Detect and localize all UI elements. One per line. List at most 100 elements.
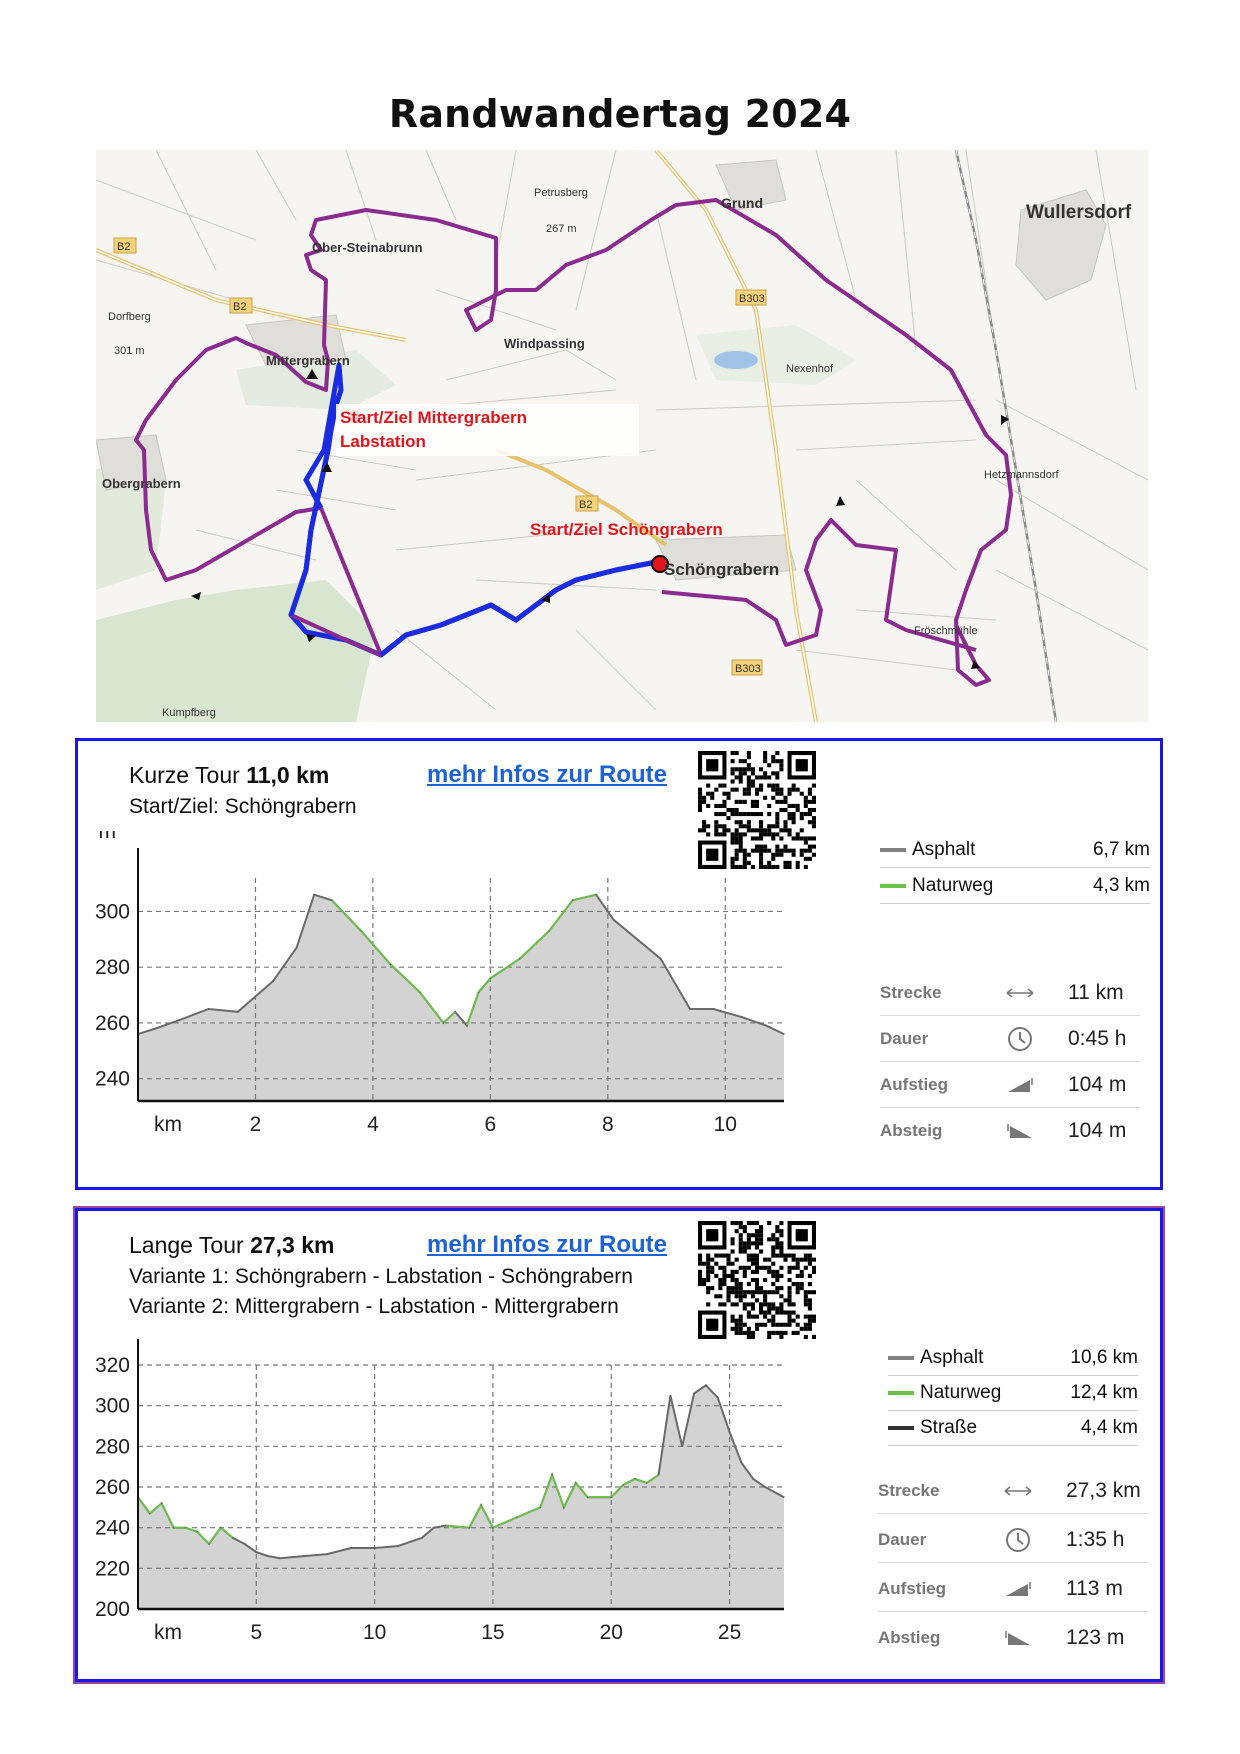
y-tick-label: 300 [95,1395,130,1418]
clock-icon [990,1025,1050,1053]
stat-row-dauer: Dauer 0:45 h [880,1017,1140,1062]
elevation-point [267,1555,269,1557]
qr-code-icon[interactable] [698,1221,816,1339]
elevation-point [610,1496,612,1498]
naturweg-segment [442,1011,456,1024]
elevation-point [184,1527,186,1529]
naturweg-segment [419,991,445,1024]
short-tour-distance: 11,0 km [246,762,330,788]
short-tour-stats: Strecke 11 km Dauer 0:45 h Aufstieg 104 m A… [880,971,1140,1155]
naturweg-segment [220,1526,234,1539]
legend-name: Naturweg [912,875,994,896]
start-marker-schoengrabern[interactable] [651,555,669,573]
ascent-icon [988,1580,1048,1598]
label-ober-steinabrunn: Ober-Steinabrunn [312,240,423,255]
elevation-point [764,1486,766,1488]
descent-icon [988,1629,1048,1647]
short-tour-info-link[interactable]: mehr Infos zur Route [427,761,668,788]
naturweg-segment [551,1474,565,1508]
elevation-point [295,947,298,949]
elevation-point [613,919,615,921]
elevation-point [752,1478,754,1480]
short-tour-surface-legend: Asphalt 6,7 km Naturweg 4,3 km [880,833,1150,905]
elevation-point [657,1474,660,1476]
y-axis-label: m [99,831,117,843]
elevation-point [660,958,662,960]
elevation-point [765,1025,767,1027]
pond [714,351,758,369]
elevation-point [783,1496,785,1498]
naturweg-segment [389,963,421,994]
long-tour-info-link[interactable]: mehr Infos zur Route [427,1231,668,1258]
stat-value: 27,3 km [1066,1479,1141,1502]
elevation-point [331,899,333,901]
legend-swatch-strasse [888,1426,914,1430]
y-tick-label: 320 [95,1354,130,1377]
legend-row-naturweg: Naturweg 4,3 km [880,869,1150,904]
elevation-point [689,1008,691,1010]
elevation-point [172,1527,175,1529]
elevation-point [742,1016,744,1018]
elevation-point [220,1527,222,1529]
legend-swatch-asphalt [880,848,906,852]
map-place-labels: Wullersdorf Grund Petrusberg 267 m Ober-… [102,187,1132,719]
label-nexenhof: Nexenhof [786,363,834,375]
x-tick-label: 5 [250,1621,262,1644]
forest-area [236,350,396,410]
elevation-point [397,1545,399,1547]
y-tick-label: 240 [95,1068,130,1091]
label-froeschmuehle: Fröschmühle [914,625,978,637]
qr-code-icon[interactable] [698,751,816,869]
direction-arrows [191,369,1009,669]
elevation-point [551,1474,553,1476]
clock-icon [988,1526,1048,1554]
y-tick-label: 200 [95,1598,130,1621]
y-tick-label: 220 [95,1557,130,1580]
label-petrusberg: Petrusberg [534,187,588,199]
x-tick-label: 2 [250,1113,262,1136]
naturweg-segment [634,1477,648,1484]
village-area [1015,189,1107,301]
naturweg-segment [465,991,480,1027]
long-tour-distance: 27,3 km [250,1232,335,1258]
road-shield-b2: B2 [117,241,130,253]
shared-route-segment [319,507,383,656]
elevation-point [237,1011,239,1013]
x-tick-label: 25 [718,1621,741,1644]
long-tour-elevation-chart: 200220240260280300320510152025mkm [95,1339,785,1644]
stat-row-aufstieg: Aufstieg 104 m [880,1063,1140,1108]
elevation-point [478,991,480,993]
y-tick-label: 260 [95,1012,130,1035]
stat-row-strecke: Strecke 27,3 km [878,1469,1148,1514]
road-shield-b2: B2 [579,499,592,511]
elevation-point [571,899,574,901]
elevation-point [442,1022,444,1024]
elevation-point [681,1445,683,1447]
short-route-east [379,559,657,657]
page-title: Randwandertag 2024 [388,92,852,136]
forest-area [696,325,856,385]
elevation-point [468,1527,470,1529]
elevation-point [669,1394,672,1397]
stat-row-abstieg: Abstieg 123 m [878,1616,1148,1660]
stat-value: 0:45 h [1068,1027,1127,1050]
forest-area [96,580,376,722]
legend-row-asphalt: Asphalt 6,7 km [880,833,1150,868]
stat-value: 113 m [1066,1577,1123,1600]
elevation-point [255,1551,257,1553]
elevation-point [480,1504,482,1506]
shared-route-west [290,613,382,657]
short-tour-panel: Kurze Tour 11,0 km Start/Ziel: Schöngrab… [75,738,1163,1190]
short-tour-elevation-chart: 240 260 280 300 2 4 6 8 10 m km [95,831,785,1136]
naturweg-segment [548,899,574,932]
elevation-point [740,1462,743,1464]
legend-row-naturweg: Naturweg 12,4 km [888,1376,1138,1411]
elevation-point [445,1525,447,1527]
elevation-point [636,938,638,940]
elevation-point [313,894,315,896]
elevation-point [421,1537,423,1539]
route-map[interactable]: Wullersdorf Grund Petrusberg 267 m Ober-… [95,148,1149,723]
label-kumpfberg: Kumpfberg [162,707,216,719]
long-route-line [134,198,1013,687]
elevation-point [466,1025,468,1027]
